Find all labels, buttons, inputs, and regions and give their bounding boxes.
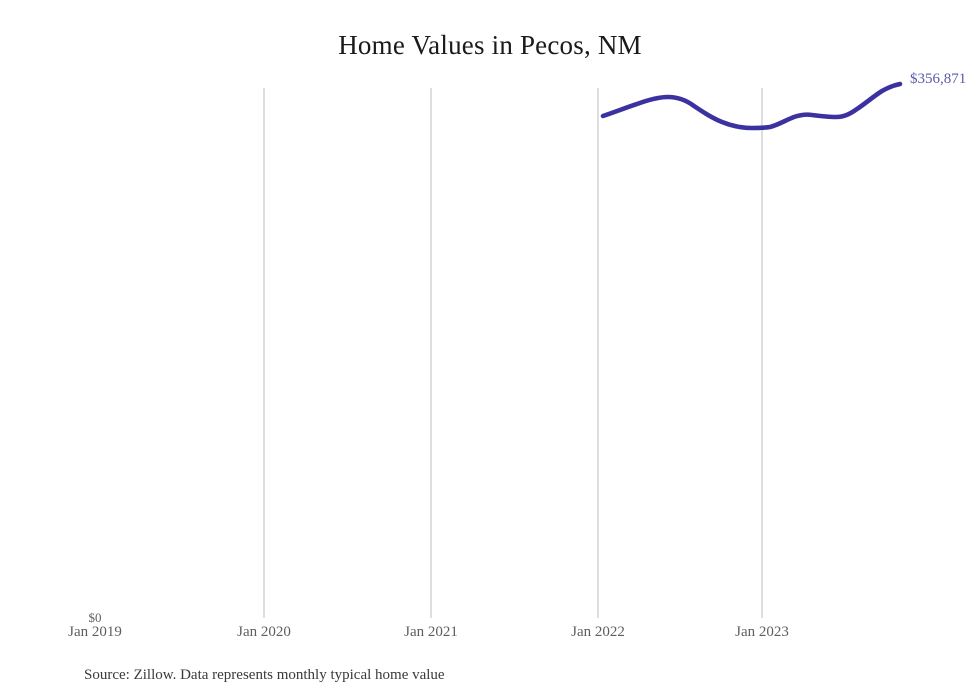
gridlines <box>263 88 763 618</box>
x-tick-jan-2020: Jan 2020 <box>237 624 291 640</box>
x-tick-jan-2021: Jan 2021 <box>404 624 458 640</box>
source-note: Source: Zillow. Data represents monthly … <box>84 667 445 683</box>
chart-title: Home Values in Pecos, NM <box>338 30 642 60</box>
x-tick-jan-2023: Jan 2023 <box>735 624 789 640</box>
home-value-line <box>600 81 903 131</box>
data-series-group <box>600 81 903 131</box>
y-axis-zero-tick: $0 <box>88 610 102 625</box>
end-value-label: $356,871 <box>910 71 967 87</box>
x-tick-jan-2019: Jan 2019 <box>68 624 122 640</box>
x-tick-jan-2022: Jan 2022 <box>571 624 625 640</box>
